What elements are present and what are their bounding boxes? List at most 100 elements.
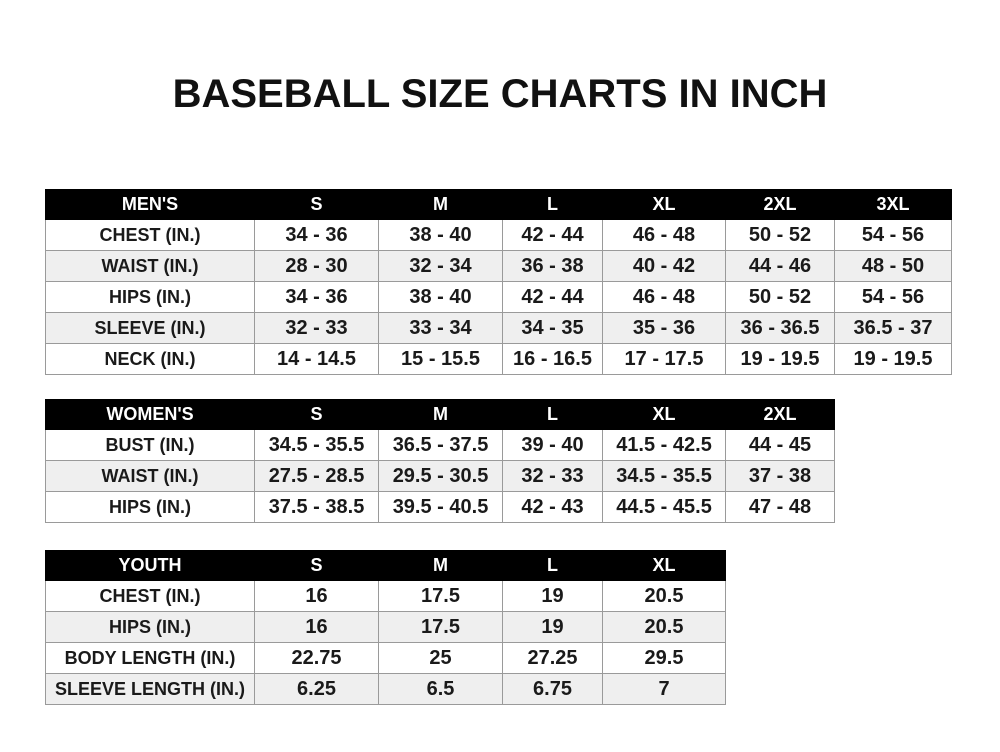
measurement-label: HIPS (IN.) <box>45 491 255 523</box>
size-header: S <box>254 399 379 430</box>
size-value: 39 - 40 <box>502 429 603 461</box>
size-value: 42 - 43 <box>502 491 603 523</box>
table-row: WAIST (IN.) 28 - 30 32 - 34 36 - 38 40 - 42 4… <box>45 250 952 282</box>
size-value: 28 - 30 <box>254 250 379 282</box>
size-value: 46 - 48 <box>602 219 726 251</box>
youth-size-table: YOUTH S M L XL CHEST (IN.) 16 17.5 19 20.5 HIPS (I… <box>45 550 726 705</box>
size-value: 38 - 40 <box>378 219 503 251</box>
table-row: WAIST (IN.) 27.5 - 28.5 29.5 - 30.5 32 - 33… <box>45 460 835 492</box>
size-value: 27.5 - 28.5 <box>254 460 379 492</box>
size-value: 44 - 46 <box>725 250 835 282</box>
size-value: 35 - 36 <box>602 312 726 344</box>
size-header: M <box>378 189 503 220</box>
category-header: WOMEN'S <box>45 399 255 430</box>
measurement-label: CHEST (IN.) <box>45 219 255 251</box>
table-row: HIPS (IN.) 37.5 - 38.5 39.5 - 40.5 42 - 43 4… <box>45 491 835 523</box>
measurement-label: HIPS (IN.) <box>45 611 255 643</box>
size-value: 33 - 34 <box>378 312 503 344</box>
size-value: 29.5 <box>602 642 726 674</box>
size-value: 44.5 - 45.5 <box>602 491 726 523</box>
table-row: SLEEVE (IN.) 32 - 33 33 - 34 34 - 35 35 - 36… <box>45 312 952 344</box>
size-value: 17.5 <box>378 611 503 643</box>
size-value: 48 - 50 <box>834 250 952 282</box>
measurement-label: BODY LENGTH (IN.) <box>45 642 255 674</box>
size-value: 15 - 15.5 <box>378 343 503 375</box>
table-row: NECK (IN.) 14 - 14.5 15 - 15.5 16 - 16.5 17 … <box>45 343 952 375</box>
size-header: M <box>378 550 503 581</box>
size-value: 19 - 19.5 <box>834 343 952 375</box>
measurement-label: WAIST (IN.) <box>45 460 255 492</box>
size-value: 46 - 48 <box>602 281 726 313</box>
size-value: 6.5 <box>378 673 503 705</box>
category-header: YOUTH <box>45 550 255 581</box>
size-value: 22.75 <box>254 642 379 674</box>
measurement-label: WAIST (IN.) <box>45 250 255 282</box>
size-header: S <box>254 550 379 581</box>
category-header: MEN'S <box>45 189 255 220</box>
size-value: 27.25 <box>502 642 603 674</box>
page-title: BASEBALL SIZE CHARTS IN INCH <box>172 72 828 116</box>
size-value: 16 <box>254 580 379 612</box>
size-value: 50 - 52 <box>725 281 835 313</box>
header-row: YOUTH S M L XL <box>45 550 726 581</box>
size-header: XL <box>602 399 726 430</box>
size-value: 32 - 33 <box>502 460 603 492</box>
size-value: 16 <box>254 611 379 643</box>
table-row: CHEST (IN.) 16 17.5 19 20.5 <box>45 580 726 612</box>
mens-size-table: MEN'S S M L XL 2XL 3XL CHEST (IN.) 34 - 36 38 - 4… <box>45 189 952 375</box>
size-header: XL <box>602 189 726 220</box>
size-value: 16 - 16.5 <box>502 343 603 375</box>
size-value: 20.5 <box>602 580 726 612</box>
size-value: 47 - 48 <box>725 491 835 523</box>
size-value: 14 - 14.5 <box>254 343 379 375</box>
size-value: 34 - 35 <box>502 312 603 344</box>
size-value: 36.5 - 37.5 <box>378 429 503 461</box>
measurement-label: SLEEVE (IN.) <box>45 312 255 344</box>
header-row: WOMEN'S S M L XL 2XL <box>45 399 835 430</box>
size-value: 36 - 36.5 <box>725 312 835 344</box>
table-row: CHEST (IN.) 34 - 36 38 - 40 42 - 44 46 - 48 5… <box>45 219 952 251</box>
size-value: 34 - 36 <box>254 281 379 313</box>
size-value: 50 - 52 <box>725 219 835 251</box>
size-value: 32 - 33 <box>254 312 379 344</box>
measurement-label: NECK (IN.) <box>45 343 255 375</box>
size-value: 37.5 - 38.5 <box>254 491 379 523</box>
size-value: 19 <box>502 580 603 612</box>
table-row: SLEEVE LENGTH (IN.) 6.25 6.5 6.75 7 <box>45 673 726 705</box>
size-value: 54 - 56 <box>834 219 952 251</box>
size-value: 20.5 <box>602 611 726 643</box>
size-header: L <box>502 550 603 581</box>
size-header: 2XL <box>725 189 835 220</box>
table-row: BODY LENGTH (IN.) 22.75 25 27.25 29.5 <box>45 642 726 674</box>
size-value: 38 - 40 <box>378 281 503 313</box>
size-value: 37 - 38 <box>725 460 835 492</box>
header-row: MEN'S S M L XL 2XL 3XL <box>45 189 952 220</box>
size-value: 25 <box>378 642 503 674</box>
size-header: L <box>502 399 603 430</box>
measurement-label: CHEST (IN.) <box>45 580 255 612</box>
size-header: L <box>502 189 603 220</box>
size-header: S <box>254 189 379 220</box>
measurement-label: HIPS (IN.) <box>45 281 255 313</box>
size-value: 42 - 44 <box>502 281 603 313</box>
size-value: 36.5 - 37 <box>834 312 952 344</box>
size-value: 36 - 38 <box>502 250 603 282</box>
size-value: 7 <box>602 673 726 705</box>
size-value: 29.5 - 30.5 <box>378 460 503 492</box>
size-header: XL <box>602 550 726 581</box>
size-value: 6.25 <box>254 673 379 705</box>
size-value: 34.5 - 35.5 <box>602 460 726 492</box>
size-header: 2XL <box>725 399 835 430</box>
measurement-label: SLEEVE LENGTH (IN.) <box>45 673 255 705</box>
size-value: 17 - 17.5 <box>602 343 726 375</box>
womens-size-table: WOMEN'S S M L XL 2XL BUST (IN.) 34.5 - 35.5 36.5… <box>45 399 835 523</box>
size-value: 42 - 44 <box>502 219 603 251</box>
table-row: HIPS (IN.) 34 - 36 38 - 40 42 - 44 46 - 48 50… <box>45 281 952 313</box>
size-value: 34 - 36 <box>254 219 379 251</box>
size-value: 19 <box>502 611 603 643</box>
size-value: 17.5 <box>378 580 503 612</box>
size-value: 39.5 - 40.5 <box>378 491 503 523</box>
size-value: 34.5 - 35.5 <box>254 429 379 461</box>
size-header: 3XL <box>834 189 952 220</box>
size-header: M <box>378 399 503 430</box>
